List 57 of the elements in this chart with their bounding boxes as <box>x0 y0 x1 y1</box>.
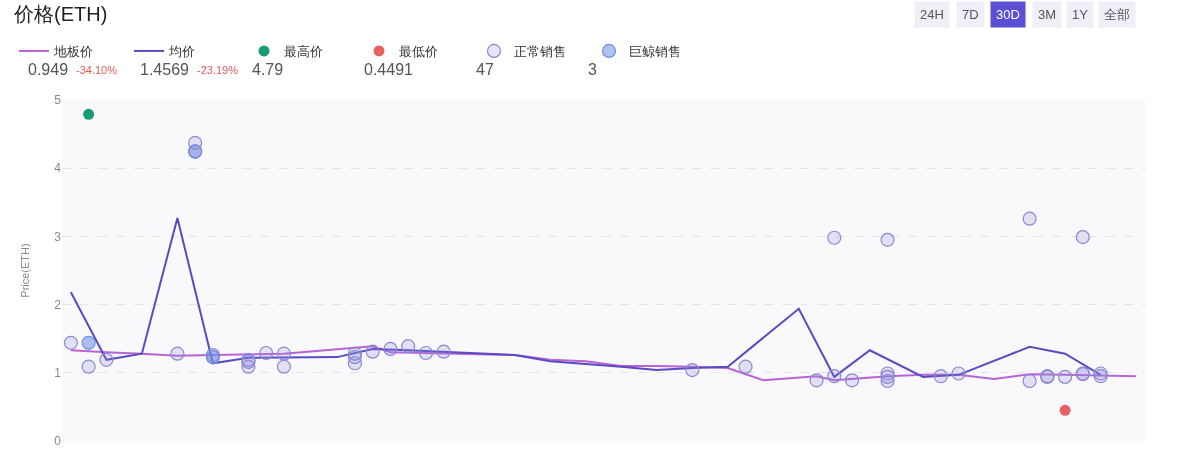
text: 3 <box>588 61 597 78</box>
y-tick-label: 2 <box>54 297 62 312</box>
legend-label: 巨鲸销售 <box>629 44 681 60</box>
point <box>99 352 114 367</box>
legend-label: 正常销售 <box>514 44 566 60</box>
y-tick-label: 1 <box>54 366 62 380</box>
point <box>738 359 753 374</box>
point <box>83 108 95 120</box>
point <box>276 359 292 374</box>
point <box>170 346 185 361</box>
y-tick-label: 3 <box>54 229 62 244</box>
text: 3M <box>1038 7 1057 22</box>
point <box>1058 369 1073 384</box>
text: 30D <box>996 7 1020 22</box>
point <box>383 341 398 357</box>
point <box>827 369 842 384</box>
y-axis-title: Price(ETH) <box>18 243 31 298</box>
point <box>401 339 416 354</box>
point <box>365 344 380 359</box>
text: 24H <box>920 7 944 22</box>
text: 0.4491 <box>364 61 414 78</box>
point <box>1022 373 1037 389</box>
point <box>347 350 363 365</box>
point <box>880 232 895 247</box>
point <box>276 346 292 361</box>
text: 0.949 <box>28 61 69 78</box>
y-tick-label: 5 <box>54 93 62 108</box>
y-tick-label: 4 <box>54 161 62 176</box>
point <box>827 230 842 245</box>
point <box>81 335 96 350</box>
point <box>63 335 78 350</box>
point <box>81 359 96 374</box>
point <box>1059 404 1071 416</box>
text: 1.4569 <box>140 61 190 78</box>
point <box>436 344 451 359</box>
y-tick-label: 0 <box>54 434 62 449</box>
point <box>844 373 860 388</box>
legend-label: 地板价 <box>53 44 93 60</box>
point <box>685 362 700 378</box>
point <box>418 345 434 361</box>
legend-label: 均价 <box>168 44 195 60</box>
point <box>933 369 948 384</box>
point <box>951 366 966 381</box>
point <box>809 373 824 388</box>
point <box>1022 211 1037 226</box>
chart-title: 价格(ETH) <box>13 3 108 25</box>
legend-label: 最高价 <box>284 44 323 60</box>
point <box>259 345 274 361</box>
point <box>1075 229 1090 245</box>
legend-label: 最低价 <box>399 44 438 60</box>
text: -34.10% <box>76 64 118 76</box>
text: 1Y <box>1072 7 1089 22</box>
text: 47 <box>476 61 494 78</box>
text: -23.19% <box>197 64 239 76</box>
text: 全部 <box>1104 7 1130 22</box>
text: 7D <box>962 7 979 22</box>
text: 4.79 <box>252 61 284 78</box>
